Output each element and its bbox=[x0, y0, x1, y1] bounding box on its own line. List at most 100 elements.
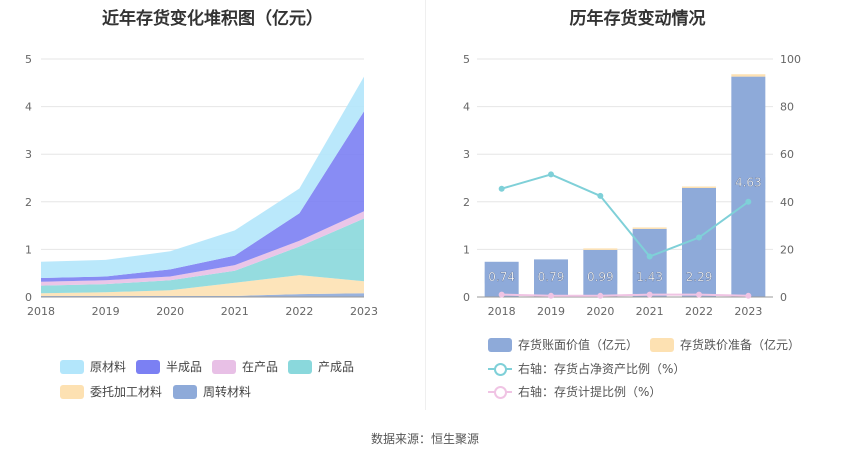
x-tick-label: 2020 bbox=[586, 305, 614, 318]
x-tick-label: 2023 bbox=[350, 305, 378, 318]
legend-swatch bbox=[488, 337, 512, 352]
legend-label: 半成品 bbox=[166, 360, 203, 374]
legend-item[interactable]: 半成品 bbox=[136, 358, 202, 375]
point-net-asset-ratio bbox=[646, 253, 653, 260]
legend-item[interactable]: 右轴：存货占净资产比例（%） bbox=[488, 360, 685, 377]
legend-item[interactable]: 存货账面价值（亿元） bbox=[488, 336, 638, 353]
point-net-asset-ratio bbox=[548, 171, 554, 178]
legend-label: 原材料 bbox=[90, 360, 127, 374]
point-net-asset-ratio bbox=[745, 198, 752, 205]
legend-swatch bbox=[173, 384, 197, 399]
legend-swatch bbox=[650, 337, 674, 352]
bar-book-value bbox=[632, 228, 667, 297]
data-label: 0.74 bbox=[488, 270, 515, 284]
y-left-tick-label: 5 bbox=[463, 53, 470, 66]
point-provision-ratio bbox=[498, 291, 505, 298]
y-right-tick-label: 20 bbox=[780, 243, 794, 256]
right-chart-title: 历年存货变动情况 bbox=[569, 9, 706, 29]
y-tick-label: 1 bbox=[25, 243, 32, 256]
legend-label: 存货跌价准备（亿元） bbox=[680, 338, 801, 352]
x-tick-label: 2021 bbox=[221, 305, 249, 318]
legend-swatch bbox=[288, 359, 312, 374]
data-label-bg bbox=[632, 270, 667, 285]
legend-label: 周转材料 bbox=[203, 385, 252, 399]
legend-line-marker bbox=[488, 385, 512, 399]
legend-label: 在产品 bbox=[242, 360, 279, 374]
bar-impairment bbox=[583, 248, 618, 250]
data-label: 1.43 bbox=[636, 270, 663, 284]
legend-item[interactable]: 周转材料 bbox=[173, 383, 251, 400]
data-source: 数据来源：恒生聚源 bbox=[370, 432, 479, 446]
legend-item[interactable]: 在产品 bbox=[212, 358, 278, 375]
x-tick-label: 2018 bbox=[27, 305, 55, 318]
x-tick-label: 2019 bbox=[537, 305, 565, 318]
x-tick-label: 2020 bbox=[156, 305, 184, 318]
y-tick-label: 4 bbox=[25, 101, 32, 114]
point-provision-ratio bbox=[745, 292, 752, 299]
data-label: 0.79 bbox=[538, 270, 565, 284]
data-label-bg bbox=[731, 175, 766, 191]
point-net-asset-ratio bbox=[498, 185, 505, 192]
legend-item[interactable]: 委托加工材料 bbox=[60, 383, 162, 400]
y-right-tick-label: 100 bbox=[780, 53, 801, 66]
panel-divider bbox=[425, 0, 426, 410]
y-tick-label: 3 bbox=[25, 148, 32, 161]
y-right-tick-label: 40 bbox=[780, 196, 794, 209]
legend-label: 右轴：存货占净资产比例（%） bbox=[518, 362, 686, 376]
stacked-area-panel: 近年存货变化堆积图（亿元） 0 1 2 3 4 5 2018 2019 2020 2021 2022… bbox=[0, 0, 425, 420]
y-left-tick-label: 3 bbox=[463, 148, 470, 161]
area-series-半成品 bbox=[41, 111, 364, 282]
bar-impairment bbox=[731, 74, 766, 77]
y-tick-label: 0 bbox=[25, 291, 32, 304]
legend-item[interactable]: 产成品 bbox=[288, 358, 354, 375]
bar-impairment bbox=[632, 227, 667, 229]
point-net-asset-ratio bbox=[696, 234, 702, 241]
y-left-tick-label: 1 bbox=[463, 243, 470, 256]
line-net-asset-ratio bbox=[501, 173, 749, 258]
data-label-bg bbox=[682, 270, 716, 285]
legend-swatch bbox=[212, 359, 236, 374]
y-tick-label: 2 bbox=[25, 196, 32, 209]
y-right-tick-label: 60 bbox=[780, 148, 794, 161]
point-provision-ratio bbox=[597, 292, 604, 299]
x-tick-label: 2022 bbox=[285, 305, 313, 318]
legend-swatch bbox=[136, 359, 160, 374]
data-label: 0.99 bbox=[587, 270, 614, 284]
legend-label: 右轴：存货计提比例（%） bbox=[518, 385, 662, 399]
point-provision-ratio bbox=[548, 292, 554, 299]
legend-line-marker bbox=[488, 362, 512, 376]
left-chart-title: 近年存货变化堆积图（亿元） bbox=[102, 9, 323, 29]
data-label-bg bbox=[534, 270, 568, 285]
x-tick-label: 2022 bbox=[685, 305, 713, 318]
bar-impairment bbox=[682, 186, 716, 188]
y-left-tick-label: 4 bbox=[463, 101, 470, 114]
x-tick-label: 2023 bbox=[734, 305, 762, 318]
area-series-委托加工材料 bbox=[41, 275, 364, 296]
bar-line-panel: 历年存货变动情况 0 1 2 3 4 5 0 20 40 60 80 100 2018 2019 2020 2… bbox=[425, 0, 850, 420]
point-provision-ratio bbox=[646, 291, 653, 298]
x-tick-label: 2021 bbox=[636, 305, 664, 318]
legend-swatch bbox=[60, 384, 84, 399]
point-provision-ratio bbox=[696, 291, 702, 298]
x-tick-label: 2019 bbox=[92, 305, 120, 318]
y-right-tick-label: 80 bbox=[780, 101, 794, 114]
legend-label: 产成品 bbox=[318, 360, 355, 374]
legend-swatch bbox=[60, 359, 84, 374]
legend-item[interactable]: 原材料 bbox=[60, 358, 126, 375]
legend-label: 存货账面价值（亿元） bbox=[518, 338, 639, 352]
stacked-area-chart: 0 1 2 3 4 5 2018 2019 2020 2021 2022 2023 bbox=[25, 53, 378, 318]
line-provision-ratio bbox=[501, 293, 749, 297]
legend-item[interactable]: 右轴：存货计提比例（%） bbox=[488, 383, 661, 400]
data-label-bg bbox=[583, 270, 618, 285]
data-label: 2.29 bbox=[686, 270, 713, 284]
area-series-产成品 bbox=[41, 218, 364, 294]
point-net-asset-ratio bbox=[597, 192, 604, 199]
y-right-tick-label: 0 bbox=[780, 291, 787, 304]
x-tick-label: 2018 bbox=[488, 305, 516, 318]
data-label-bg bbox=[484, 270, 519, 285]
data-label: 4.63 bbox=[735, 176, 762, 190]
legend-label: 委托加工材料 bbox=[90, 385, 163, 399]
legend-item[interactable]: 存货跌价准备（亿元） bbox=[650, 336, 800, 353]
area-series-周转材料 bbox=[41, 293, 364, 297]
y-tick-label: 5 bbox=[25, 53, 32, 66]
